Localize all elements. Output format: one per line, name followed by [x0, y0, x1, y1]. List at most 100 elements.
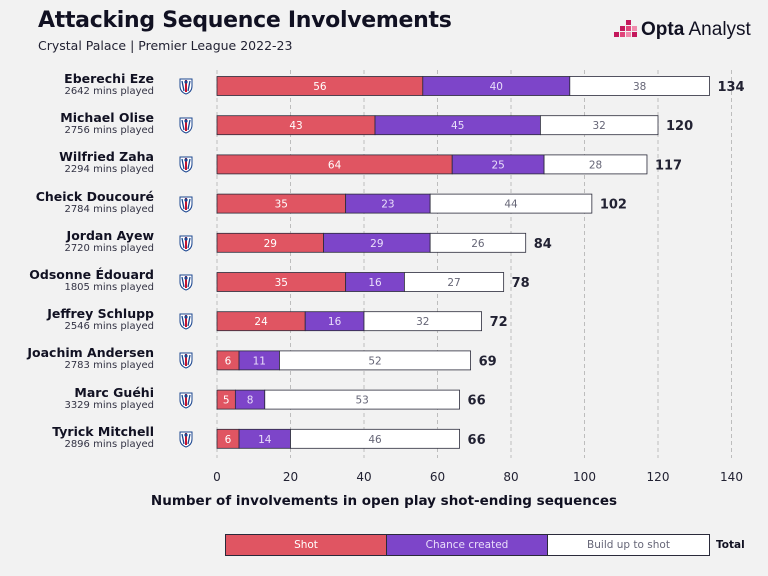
bar-total-label: 78	[512, 276, 530, 291]
bar-value-label: 27	[447, 277, 460, 289]
player-name: Jeffrey Schlupp	[47, 306, 154, 322]
chart-subtitle: Crystal Palace | Premier League 2022-23	[38, 38, 293, 53]
bar-total-label: 84	[534, 237, 552, 252]
bar-segment-build-up	[540, 115, 659, 136]
crystal-palace-crest-icon	[179, 431, 193, 448]
player-label: Joachim Andersen 2783 mins played	[27, 345, 154, 372]
bar-value-label: 11	[253, 355, 266, 367]
bar-value-label: 14	[258, 434, 272, 446]
bar-value-label: 35	[275, 199, 288, 211]
chart-title: Attacking Sequence Involvements	[38, 8, 452, 33]
player-name: Cheick Doucouré	[35, 188, 154, 204]
opta-analyst-logo-icon	[614, 20, 637, 37]
brand-bold: Opta	[641, 19, 685, 40]
x-tick-label: 80	[503, 470, 518, 484]
legend-shot: Shot	[225, 534, 387, 556]
opta-analyst-wordmark: Opta Analyst	[641, 19, 751, 41]
bar-segment-build-up	[290, 428, 460, 449]
bar-value-label: 23	[381, 199, 394, 211]
bar-value-label: 25	[491, 159, 504, 171]
bar-total-label: 66	[468, 394, 486, 409]
player-name: Eberechi Eze	[64, 71, 154, 86]
crystal-palace-crest-icon	[179, 235, 193, 252]
player-name: Wilfried Zaha	[59, 149, 154, 165]
player-label: Wilfried Zaha 2294 mins played	[59, 149, 154, 176]
player-name: Odsonne Édouard	[29, 267, 154, 282]
bar-segment-build-up	[279, 350, 471, 371]
x-tick-label: 60	[430, 470, 445, 484]
legend-chance-created: Chance created	[386, 534, 548, 556]
bar-total-label: 69	[479, 354, 497, 369]
crystal-palace-crest-icon	[179, 392, 193, 409]
x-tick-label: 0	[213, 470, 221, 484]
crystal-palace-crest-icon	[179, 117, 193, 134]
bar-total-label: 102	[600, 198, 627, 213]
x-axis-title: Number of involvements in open play shot…	[150, 493, 618, 509]
legend-total: Total	[716, 539, 745, 551]
bar-value-label: 35	[275, 277, 288, 289]
player-label: Cheick Doucouré 2784 mins played	[36, 189, 154, 216]
x-tick-label: 20	[283, 470, 298, 484]
player-minutes: 2294 mins played	[64, 164, 154, 176]
player-name: Michael Olise	[60, 110, 154, 126]
bar-segment-build-up	[363, 311, 482, 332]
x-tick-label: 100	[573, 470, 596, 484]
bar-value-label: 56	[313, 81, 327, 93]
bar-value-label: 16	[328, 316, 342, 328]
legend: Shot Chance created Build up to shot	[225, 534, 711, 556]
player-minutes: 2546 mins played	[64, 321, 154, 333]
player-label: Marc Guéhi 3329 mins played	[64, 385, 154, 412]
x-tick-label: 140	[720, 470, 743, 484]
bar-total-label: 120	[666, 119, 693, 134]
bar-value-label: 43	[289, 120, 302, 132]
player-minutes: 2642 mins played	[64, 86, 154, 97]
bar-value-label: 44	[504, 199, 518, 211]
player-minutes: 1805 mins played	[64, 282, 154, 293]
crystal-palace-crest-icon	[179, 156, 193, 173]
bar-total-label: 66	[468, 433, 486, 448]
player-minutes: 2896 mins played	[64, 438, 154, 450]
bar-value-label: 28	[589, 159, 602, 171]
bar-value-label: 6	[225, 355, 232, 367]
bar-total-label: 117	[655, 158, 682, 173]
bar-value-label: 6	[225, 434, 232, 446]
bar-value-label: 24	[254, 316, 268, 328]
brand-light: Analyst	[684, 19, 751, 40]
bar-value-label: 46	[368, 434, 382, 446]
bar-segment-build-up	[264, 389, 460, 410]
player-label: Jeffrey Schlupp 2546 mins played	[47, 306, 154, 333]
bar-value-label: 5	[223, 395, 230, 407]
bar-segment-build-up	[543, 154, 648, 175]
bar-value-label: 32	[593, 120, 606, 132]
bar-value-label: 32	[416, 316, 429, 328]
crystal-palace-crest-icon	[179, 352, 193, 369]
x-tick-label: 40	[356, 470, 371, 484]
opta-analyst-logo: Opta Analyst	[614, 18, 754, 44]
player-label: Odsonne Édouard 1805 mins played	[29, 267, 154, 294]
bar-value-label: 29	[370, 238, 383, 250]
bar-segment-build-up	[429, 193, 593, 214]
crystal-palace-crest-icon	[179, 78, 193, 95]
x-tick-label: 120	[647, 470, 670, 484]
player-name: Jordan Ayew	[66, 227, 154, 243]
player-minutes: 2784 mins played	[64, 203, 154, 215]
player-label: Tyrick Mitchell 2896 mins played	[52, 424, 154, 451]
bar-value-label: 26	[471, 238, 485, 250]
bar-segment-build-up	[404, 272, 505, 292]
legend-build-up: Build up to shot	[547, 534, 710, 556]
player-label: Jordan Ayew 2720 mins played	[64, 228, 154, 255]
player-label: Michael Olise 2756 mins played	[60, 110, 154, 137]
bar-value-label: 38	[633, 81, 646, 93]
bar-segment-build-up	[569, 76, 710, 96]
bar-total-label: 72	[490, 315, 508, 330]
bar-value-label: 16	[368, 277, 382, 289]
player-name: Joachim Andersen	[27, 345, 154, 361]
player-name: Tyrick Mitchell	[52, 423, 154, 439]
bar-value-label: 40	[490, 81, 503, 93]
bar-value-label: 52	[368, 355, 381, 367]
player-label: Eberechi Eze 2642 mins played	[64, 71, 154, 98]
bar-value-label: 53	[355, 395, 368, 407]
bar-total-label: 134	[717, 80, 744, 95]
player-minutes: 3329 mins played	[64, 399, 154, 411]
